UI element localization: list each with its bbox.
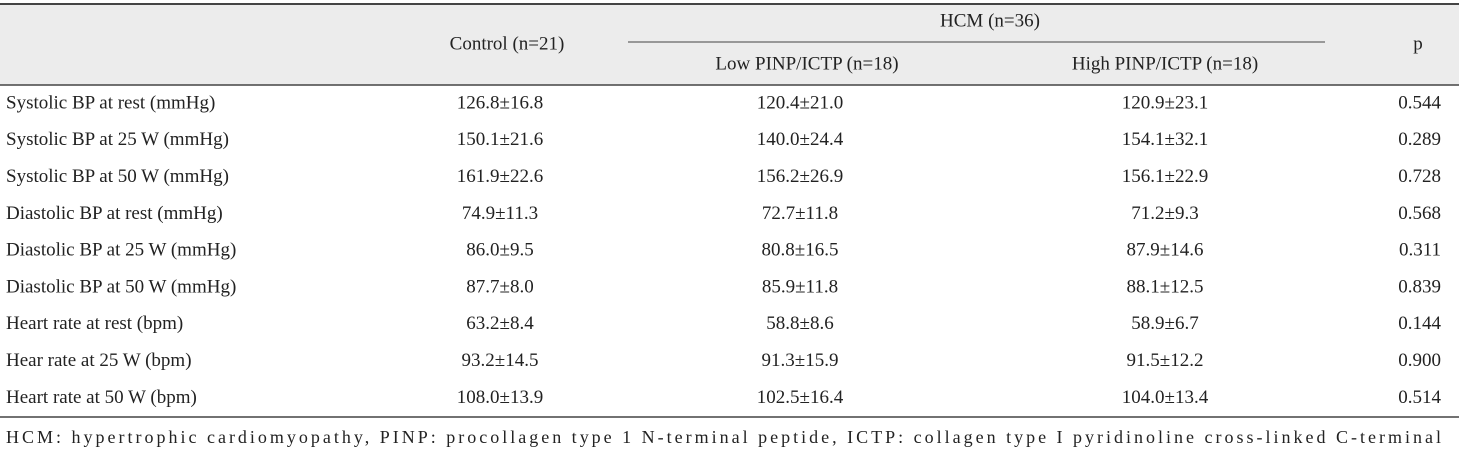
cell: 0.900: [1398, 350, 1441, 371]
cell: 58.9±6.7: [1131, 313, 1198, 334]
cell: 91.5±12.2: [1127, 350, 1204, 371]
row-label: Hear rate at 25 W (bpm): [6, 350, 192, 371]
cell: 0.289: [1398, 129, 1441, 150]
row-label: Heart rate at rest (bpm): [6, 313, 183, 334]
cell: 104.0±13.4: [1122, 387, 1209, 408]
cell: 88.1±12.5: [1127, 276, 1204, 297]
cell: 72.7±11.8: [762, 203, 838, 224]
cell: 108.0±13.9: [457, 387, 543, 408]
cell: 0.839: [1398, 276, 1441, 297]
cell: 161.9±22.6: [457, 166, 543, 187]
row-label: Systolic BP at 50 W (mmHg): [6, 166, 229, 187]
cell: 87.7±8.0: [466, 276, 533, 297]
cell: 126.8±16.8: [457, 92, 543, 113]
cell: 0.311: [1399, 240, 1441, 261]
cell: 0.544: [1398, 92, 1441, 113]
cell: 0.514: [1398, 387, 1441, 408]
header-background: [0, 4, 1459, 85]
footnote: HCM: hypertrophic cardiomyopathy, PINP: …: [6, 427, 1441, 447]
cell: 71.2±9.3: [1131, 203, 1198, 224]
cell: 154.1±32.1: [1122, 129, 1208, 150]
cell: 120.9±23.1: [1122, 92, 1208, 113]
cell: 102.5±16.4: [757, 387, 844, 408]
header-cell: High PINP/ICTP (n=18): [1072, 53, 1258, 74]
cell: 87.9±14.6: [1127, 240, 1204, 261]
cell: 74.9±11.3: [462, 203, 538, 224]
header-cell: Control (n=21): [450, 33, 565, 54]
cell: 91.3±15.9: [762, 350, 839, 371]
cell: 150.1±21.6: [457, 129, 543, 150]
cell: 120.4±21.0: [757, 92, 843, 113]
cell: 93.2±14.5: [462, 350, 539, 371]
cell: 58.8±8.6: [766, 313, 833, 334]
row-label: Heart rate at 50 W (bpm): [6, 387, 197, 408]
row-label: Diastolic BP at rest (mmHg): [6, 203, 223, 224]
row-label: Systolic BP at 25 W (mmHg): [6, 129, 229, 150]
cell: 156.1±22.9: [1122, 166, 1208, 187]
header-cell: HCM (n=36): [940, 10, 1040, 31]
header-cell: Low PINP/ICTP (n=18): [715, 53, 898, 74]
header-cell: p: [1413, 33, 1423, 54]
cell: 0.728: [1398, 166, 1441, 187]
cell: 86.0±9.5: [466, 240, 533, 261]
row-label: Systolic BP at rest (mmHg): [6, 92, 215, 113]
cell: 156.2±26.9: [757, 166, 843, 187]
cell: 63.2±8.4: [466, 313, 534, 334]
cell: 85.9±11.8: [762, 276, 838, 297]
cell: 0.144: [1398, 313, 1441, 334]
row-label: Diastolic BP at 50 W (mmHg): [6, 276, 236, 297]
cell: 140.0±24.4: [757, 129, 844, 150]
cell: 80.8±16.5: [762, 240, 839, 261]
cell: 0.568: [1398, 203, 1441, 224]
row-label: Diastolic BP at 25 W (mmHg): [6, 240, 236, 261]
